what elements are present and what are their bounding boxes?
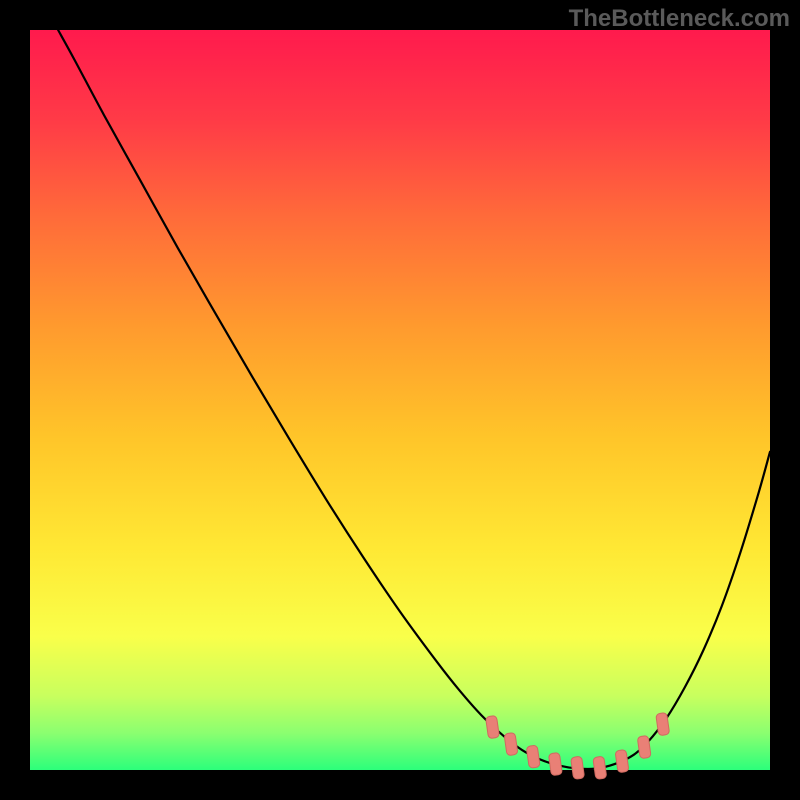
optimal-marker	[548, 752, 562, 775]
bottleneck-chart	[0, 0, 800, 800]
optimal-marker	[656, 712, 670, 735]
optimal-marker	[593, 756, 607, 779]
optimal-marker	[615, 749, 629, 772]
optimal-marker	[504, 732, 518, 755]
frame-left	[0, 0, 30, 800]
optimal-marker	[571, 756, 585, 779]
frame-bottom	[0, 770, 800, 800]
optimal-marker	[486, 715, 500, 738]
frame-right	[770, 0, 800, 800]
optimal-marker	[637, 735, 651, 758]
plot-background	[30, 30, 770, 770]
watermark-text: TheBottleneck.com	[569, 5, 790, 33]
optimal-marker	[526, 745, 540, 768]
